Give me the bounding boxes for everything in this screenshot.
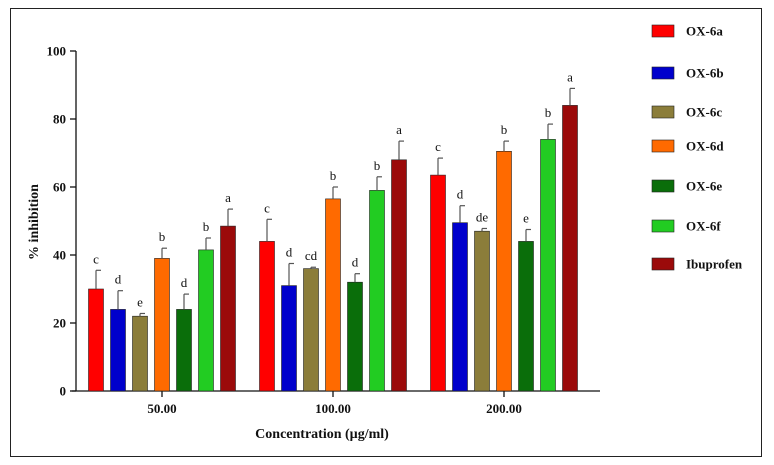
legend-label: OX-6a xyxy=(686,24,723,39)
bar xyxy=(325,198,341,392)
legend-label: OX-6c xyxy=(686,105,722,120)
y-tick-label: 40 xyxy=(53,248,66,263)
significance-label: b xyxy=(159,229,166,244)
legend-label: OX-6b xyxy=(686,66,724,81)
legend-swatch xyxy=(651,219,675,233)
significance-label: e xyxy=(137,294,143,309)
bar xyxy=(132,315,148,392)
legend: OX-6a OX-6b OX-6c OX-6d OX-6e OX-6f Ibuprofen xyxy=(651,24,743,272)
significance-label: cd xyxy=(305,248,318,263)
bar xyxy=(176,309,192,392)
bar xyxy=(281,285,297,392)
bar xyxy=(562,105,578,392)
legend-swatch xyxy=(651,105,675,119)
bar xyxy=(220,225,236,392)
significance-label: a xyxy=(225,190,231,205)
bar xyxy=(154,258,170,392)
y-tick-label: 20 xyxy=(53,316,66,331)
legend-swatch xyxy=(651,179,675,193)
bar xyxy=(369,190,385,392)
significance-label: c xyxy=(93,251,99,266)
significance-label: c xyxy=(264,200,270,215)
legend-swatch xyxy=(651,139,675,153)
significance-label: de xyxy=(476,209,489,224)
x-tick-label: 200.00 xyxy=(486,401,522,416)
legend-swatch xyxy=(651,24,675,38)
y-tick-label: 0 xyxy=(60,384,67,399)
x-tick-label: 100.00 xyxy=(315,401,351,416)
legend-label: Ibuprofen xyxy=(686,257,743,272)
significance-label: b xyxy=(330,168,337,183)
legend-label: OX-6e xyxy=(686,179,722,194)
y-axis: 0 20 40 60 80 100 xyxy=(47,44,77,399)
significance-label: e xyxy=(523,211,529,226)
bar xyxy=(430,174,446,392)
y-axis-label: % inhibition xyxy=(27,184,42,260)
significance-label: a xyxy=(567,69,573,84)
bar xyxy=(347,281,363,392)
bar xyxy=(198,249,214,392)
bar xyxy=(391,159,407,392)
significance-label: c xyxy=(435,139,441,154)
y-tick-label: 100 xyxy=(47,44,67,59)
y-tick-label: 60 xyxy=(53,180,66,195)
y-tick-label: 80 xyxy=(53,112,66,127)
significance-label: b xyxy=(545,105,552,120)
bar xyxy=(88,288,104,392)
legend-swatch xyxy=(651,66,675,80)
x-tick-label: 50.00 xyxy=(147,401,176,416)
chart-frame xyxy=(10,8,762,457)
significance-label: d xyxy=(115,272,122,287)
bar xyxy=(110,309,126,392)
x-axis: 50.00 100.00 200.00 xyxy=(72,390,600,416)
significance-label: b xyxy=(203,219,210,234)
significance-label: b xyxy=(374,158,381,173)
bar xyxy=(518,241,534,392)
bar xyxy=(303,268,319,392)
legend-label: OX-6f xyxy=(686,219,721,234)
significance-label: b xyxy=(501,122,508,137)
legend-swatch xyxy=(651,257,675,271)
bar xyxy=(540,139,556,392)
bar xyxy=(474,230,490,392)
x-axis-label: Concentration (µg/ml) xyxy=(255,427,389,442)
significance-label: d xyxy=(181,275,188,290)
significance-label: d xyxy=(457,187,464,202)
significance-label: a xyxy=(396,122,402,137)
significance-label: d xyxy=(286,245,293,260)
bar xyxy=(496,151,512,392)
legend-label: OX-6d xyxy=(686,139,724,154)
bar xyxy=(452,222,468,392)
bar xyxy=(259,241,275,392)
significance-label: d xyxy=(352,255,359,270)
